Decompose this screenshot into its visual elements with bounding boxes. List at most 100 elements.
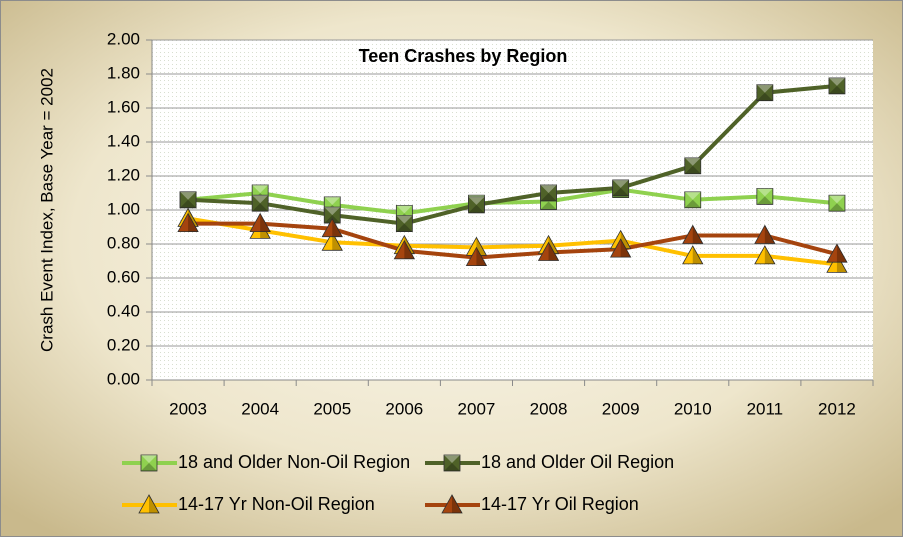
data-point [321,231,343,251]
data-point-shade [252,185,269,193]
data-point-shade [396,215,413,224]
legend-marker-shade [141,463,157,471]
data-point-shade [188,213,199,232]
data-point-shade [684,199,701,208]
data-point [828,194,846,212]
legend-marker-shade [141,455,157,463]
data-point-shade [836,244,847,263]
data-point [684,191,702,209]
x-tick-label: 2006 [385,399,423,418]
data-point [756,84,774,102]
data-point-shade [332,218,343,237]
y-tick-label: 0.40 [107,301,140,320]
y-tick-label: 0.00 [107,369,140,388]
data-point [609,238,632,258]
data-point-shade [764,225,775,244]
series-line [187,83,838,226]
data-point [828,77,846,95]
data-point-shade [620,239,631,258]
data-point [393,239,416,260]
x-tick-label: 2009 [602,399,640,418]
data-point-shade [756,188,773,197]
data-point-shade [548,242,559,261]
data-point-shade [692,245,703,264]
x-tick-label: 2010 [674,399,712,418]
data-point-shade [468,196,485,205]
data-point [754,245,776,265]
data-point-shade [828,195,845,204]
data-point [540,184,557,202]
x-tick-label: 2008 [530,399,568,418]
legend-marker [140,454,158,472]
legend-marker [441,494,463,514]
data-point-shade [828,85,845,94]
data-point-shade [540,185,557,193]
data-point-shade [828,77,845,86]
data-point-shade [684,157,701,166]
legend-label: 18 and Older Oil Region [481,452,674,472]
data-point [465,246,488,266]
data-point-shade [756,84,773,93]
series-line [187,216,838,267]
data-point-shade [324,196,341,205]
data-point-shade [764,245,775,264]
data-point-shade [612,179,629,188]
y-tick-label: 1.80 [107,63,140,82]
data-point [249,212,271,232]
y-tick-label: 0.60 [107,267,140,286]
data-point-shade [260,213,271,232]
data-point-shade [404,240,415,259]
legend-marker [443,454,461,472]
series-line [187,187,838,216]
data-point [537,241,560,261]
data-point [682,245,704,265]
y-tick-label: 1.00 [107,199,140,218]
data-point-shade [180,191,197,200]
legend-marker-shade [452,495,462,513]
data-point [612,179,630,197]
data-point-shade [756,92,773,101]
data-point [754,224,776,244]
x-tick-label: 2004 [241,399,279,418]
legend-marker-shade [149,495,159,513]
data-point [321,217,343,238]
y-tick-label: 0.20 [107,335,140,354]
y-tick-label: 1.20 [107,165,140,184]
data-point-shade [540,193,557,201]
x-tick-label: 2011 [747,399,784,418]
data-point-shade [756,196,773,205]
y-axis-label: Crash Event Index, Base Year = 2002 [37,68,56,352]
legend-marker-shade [444,463,460,471]
x-tick-label: 2005 [313,399,351,418]
data-point-shade [252,203,269,212]
x-tick-label: 2003 [169,399,207,418]
data-point-shade [612,187,629,196]
data-point [177,212,199,232]
data-point [395,215,413,233]
data-point-shade [476,237,487,256]
x-tick-label: 2007 [458,399,496,418]
data-point [826,243,848,263]
data-point [682,224,704,244]
data-point-shade [828,203,845,212]
data-point-shade [396,205,413,214]
y-tick-label: 2.00 [107,29,140,48]
data-point-shade [180,199,197,208]
data-point [251,194,269,212]
data-point-shade [540,201,557,210]
data-point [468,196,485,214]
data-point-shade [476,247,487,266]
data-point-shade [684,191,701,200]
legend-marker [138,494,160,514]
data-point [826,253,848,273]
data-point [684,157,702,175]
x-tick-label: 2012 [818,399,856,418]
data-point-shade [468,204,485,213]
data-point-shade [252,195,269,204]
series-line [188,221,838,260]
legend-label: 18 and Older Non-Oil Region [178,452,410,472]
data-point-shade [692,225,703,244]
y-tick-label: 0.80 [107,233,140,252]
